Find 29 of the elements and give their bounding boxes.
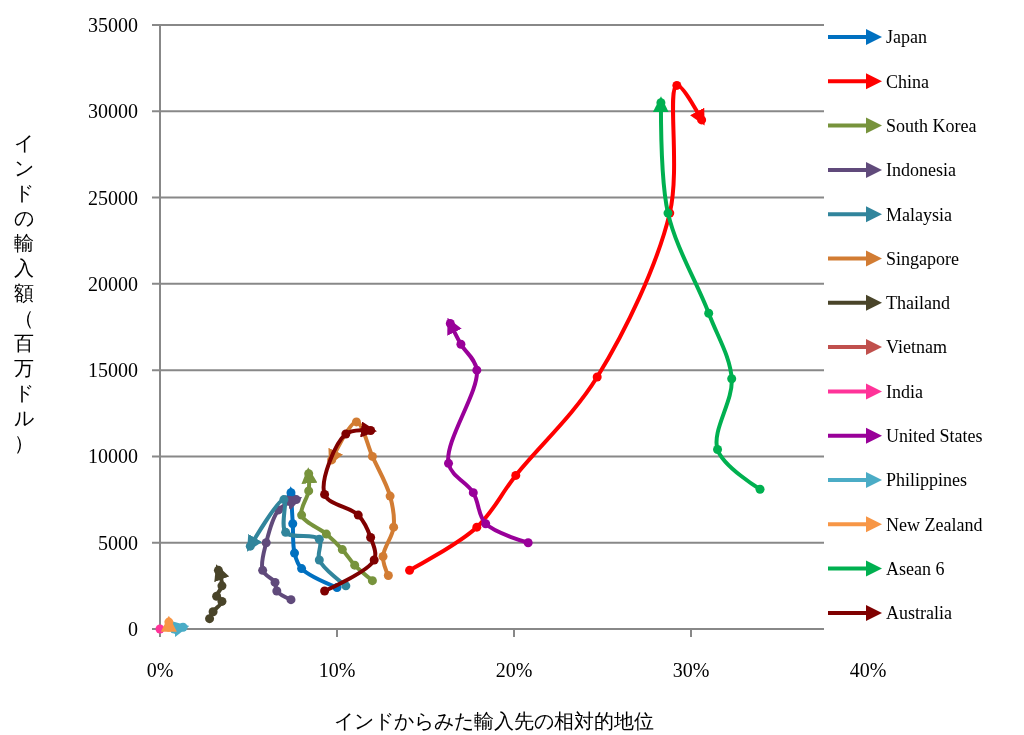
- legend-label: United States: [886, 426, 983, 446]
- y-tick-label: 20000: [88, 272, 138, 295]
- legend-label: Malaysia: [886, 204, 952, 225]
- legend-label: Philippines: [886, 470, 968, 491]
- x-tick-label: 40%: [849, 659, 887, 681]
- x-tick-label: 20%: [495, 659, 533, 681]
- legend-label: Japan: [886, 27, 927, 48]
- legend-label: Australia: [886, 603, 952, 624]
- legend-label: Thailand: [886, 293, 950, 314]
- y-tick-label: 10000: [88, 445, 138, 468]
- y-tick-label: 30000: [88, 100, 138, 123]
- legend-label: China: [886, 71, 930, 92]
- text: インドの輸入額（百万ドル）: [14, 132, 34, 454]
- legend-label: New Zealand: [886, 514, 983, 535]
- legend-label: Asean 6: [886, 558, 945, 579]
- legend-label: Singapore: [886, 248, 959, 269]
- y-tick-label: 25000: [88, 186, 138, 209]
- legend-label: India: [886, 381, 923, 402]
- x-tick-label: 0%: [146, 659, 174, 681]
- legend-label: South Korea: [886, 115, 977, 136]
- y-tick-label: 0: [128, 618, 138, 640]
- y-tick-label: 5000: [98, 531, 138, 554]
- legend-label: Vietnam: [886, 337, 947, 358]
- legend-label: Indonesia: [886, 160, 956, 181]
- x-axis-title: インドからみた輸入先の相対的地位: [334, 710, 654, 732]
- y-tick-label: 15000: [88, 359, 138, 382]
- y-tick-label: 35000: [88, 14, 138, 36]
- x-tick-label: 30%: [672, 659, 710, 681]
- x-tick-label: 10%: [318, 659, 356, 681]
